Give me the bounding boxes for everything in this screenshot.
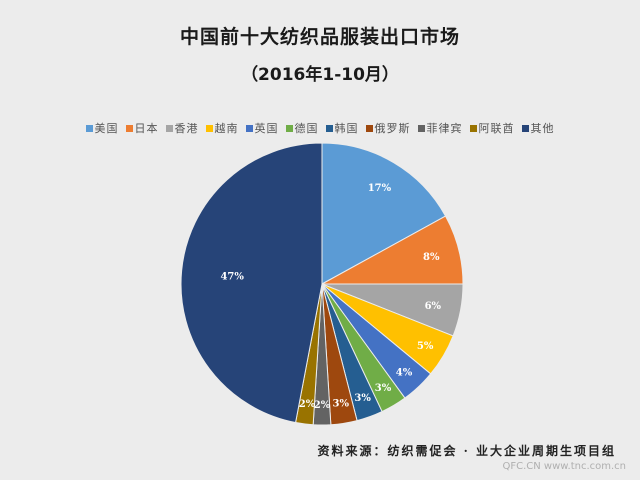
- slice-data-label: 4%: [396, 367, 413, 378]
- slice-data-label: 2%: [314, 400, 331, 411]
- legend-swatch: [85, 124, 93, 132]
- legend-label: 日本: [134, 122, 159, 135]
- legend-item: 菲律宾: [417, 120, 463, 136]
- legend-item: 俄罗斯: [365, 120, 411, 136]
- pie-slice: [321, 142, 447, 285]
- legend-swatch: [285, 124, 293, 132]
- source-note: 资料来源：纺织需促会 · 业大企业周期生项目组: [317, 444, 616, 458]
- legend-label: 菲律宾: [426, 122, 463, 135]
- chart-subtitle: （2016年1-10月）: [241, 65, 399, 85]
- legend-item: 日本: [125, 120, 159, 136]
- chart-legend: 美国 日本 香港 越南 英国 德国 韩国 俄罗斯 菲律宾 阿联酋 其他: [0, 120, 640, 136]
- slice-data-label: 3%: [354, 393, 371, 404]
- slice-data-label: 47%: [220, 272, 244, 283]
- legend-item: 英国: [245, 120, 279, 136]
- legend-swatch: [125, 124, 133, 132]
- legend-swatch: [521, 124, 529, 132]
- legend-item: 德国: [285, 120, 319, 136]
- slice-data-label: 3%: [375, 383, 392, 394]
- legend-label: 香港: [174, 122, 199, 135]
- legend-swatch: [165, 124, 173, 132]
- slice-data-label: 2%: [299, 399, 316, 410]
- legend-label: 越南: [214, 122, 239, 135]
- legend-swatch: [417, 124, 425, 132]
- legend-swatch: [245, 124, 253, 132]
- legend-item: 越南: [205, 120, 239, 136]
- legend-swatch: [325, 124, 333, 132]
- legend-item: 香港: [165, 120, 199, 136]
- slice-data-label: 3%: [333, 398, 350, 409]
- legend-item: 阿联酋: [469, 120, 515, 136]
- legend-item: 美国: [85, 120, 119, 136]
- legend-label: 美国: [94, 122, 119, 135]
- legend-item: 韩国: [325, 120, 359, 136]
- slice-data-label: 5%: [417, 341, 434, 352]
- chart-title: 中国前十大纺织品服装出口市场: [179, 26, 460, 48]
- legend-label: 德国: [294, 122, 319, 135]
- watermark: QFC.CN www.tnc.com.cn: [502, 461, 626, 472]
- legend-label: 英国: [254, 122, 279, 135]
- legend-swatch: [469, 124, 477, 132]
- slice-data-label: 17%: [368, 183, 392, 194]
- legend-label: 俄罗斯: [374, 122, 411, 135]
- legend-item: 其他: [521, 120, 555, 136]
- legend-label: 其他: [530, 122, 555, 135]
- pie-slice: [180, 142, 323, 424]
- legend-label: 阿联酋: [478, 122, 515, 135]
- slice-data-label: 8%: [423, 252, 440, 263]
- legend-label: 韩国: [334, 122, 359, 135]
- legend-swatch: [365, 124, 373, 132]
- slice-data-label: 6%: [425, 301, 442, 312]
- legend-swatch: [205, 124, 213, 132]
